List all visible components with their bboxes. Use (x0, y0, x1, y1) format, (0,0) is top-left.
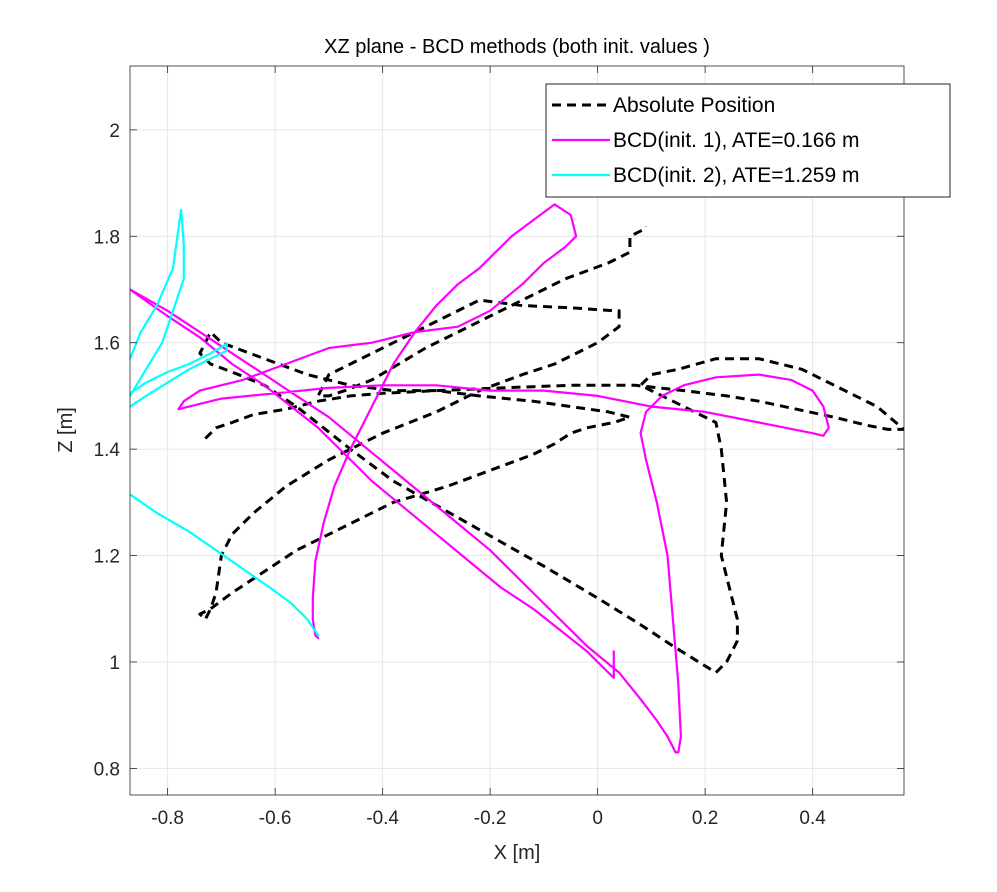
y-tick-label: 1.8 (94, 227, 120, 248)
y-tick-label: 2 (109, 121, 120, 142)
ticks: -0.8 -0.6 -0.4 -0.2 0 0.2 0.4 0.8 1 1.2 1.4 1.6 1.8 2 (94, 66, 904, 829)
x-axis-label: X [m] (494, 842, 541, 864)
series-line-1 (198, 226, 904, 675)
legend-label-2: BCD(init. 1), ATE=0.166 m (613, 129, 859, 152)
y-axis-label: Z [m] (55, 407, 77, 453)
legend: Absolute Position BCD(init. 1), ATE=0.166… (545, 83, 951, 198)
x-tick-label: -0.4 (366, 808, 399, 829)
x-tick-label: 0 (592, 808, 603, 829)
x-tick-label: 0.4 (799, 808, 826, 829)
x-tick-label: -0.6 (259, 808, 292, 829)
y-tick-label: 1.4 (94, 440, 121, 461)
legend-label-1: Absolute Position (613, 94, 775, 117)
series-layer (130, 203, 904, 754)
y-tick-label: 1.2 (94, 547, 120, 568)
y-tick-label: 0.8 (94, 759, 120, 780)
series-line-2 (130, 203, 830, 754)
x-tick-label: -0.8 (151, 808, 184, 829)
plot-frame (129, 65, 905, 796)
x-tick-label: 0.2 (692, 808, 718, 829)
y-tick-label: 1.6 (94, 334, 120, 355)
legend-box (545, 83, 951, 198)
chart-title: XZ plane - BCD methods (both init. value… (324, 36, 710, 58)
legend-label-3: BCD(init. 2), ATE=1.259 m (613, 164, 859, 187)
x-tick-label: -0.2 (474, 808, 507, 829)
series-line-3 (130, 208, 320, 637)
y-tick-label: 1 (109, 653, 120, 674)
